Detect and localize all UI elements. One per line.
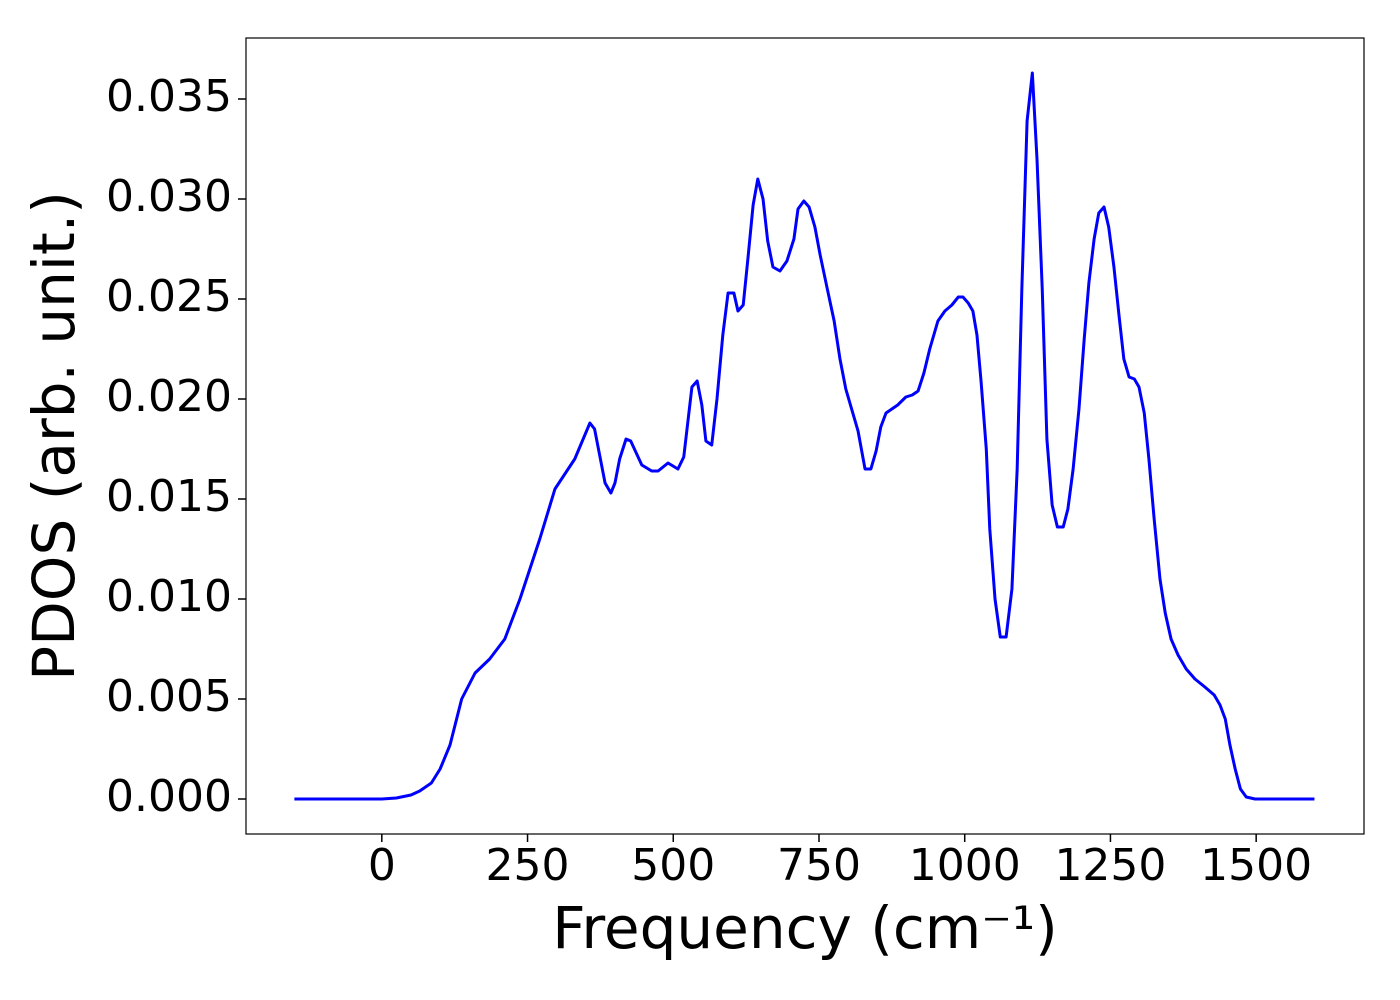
y-tick-label: 0.015	[106, 471, 232, 522]
y-tick-label: 0.035	[106, 71, 232, 122]
y-tick-label: 0.000	[106, 771, 232, 822]
y-tick-label: 0.025	[106, 271, 232, 322]
y-axis-label: PDOS (arb. unit.)	[20, 191, 88, 681]
y-tick-label: 0.005	[106, 671, 232, 722]
x-tick-label: 0	[368, 840, 396, 891]
x-axis-label: Frequency (cm⁻¹)	[552, 894, 1058, 962]
x-tick-label: 750	[777, 840, 861, 891]
x-tick-label: 500	[631, 840, 715, 891]
y-tick-label: 0.020	[106, 371, 232, 422]
x-tick-label: 1250	[1054, 840, 1166, 891]
data-line	[294, 71, 1315, 801]
plot-frame	[245, 37, 1365, 835]
y-tick-label: 0.010	[106, 571, 232, 622]
x-tick-label: 1500	[1200, 840, 1312, 891]
x-tick-label: 250	[486, 840, 570, 891]
y-tick-label: 0.030	[106, 171, 232, 222]
x-tick-label: 1000	[909, 840, 1021, 891]
